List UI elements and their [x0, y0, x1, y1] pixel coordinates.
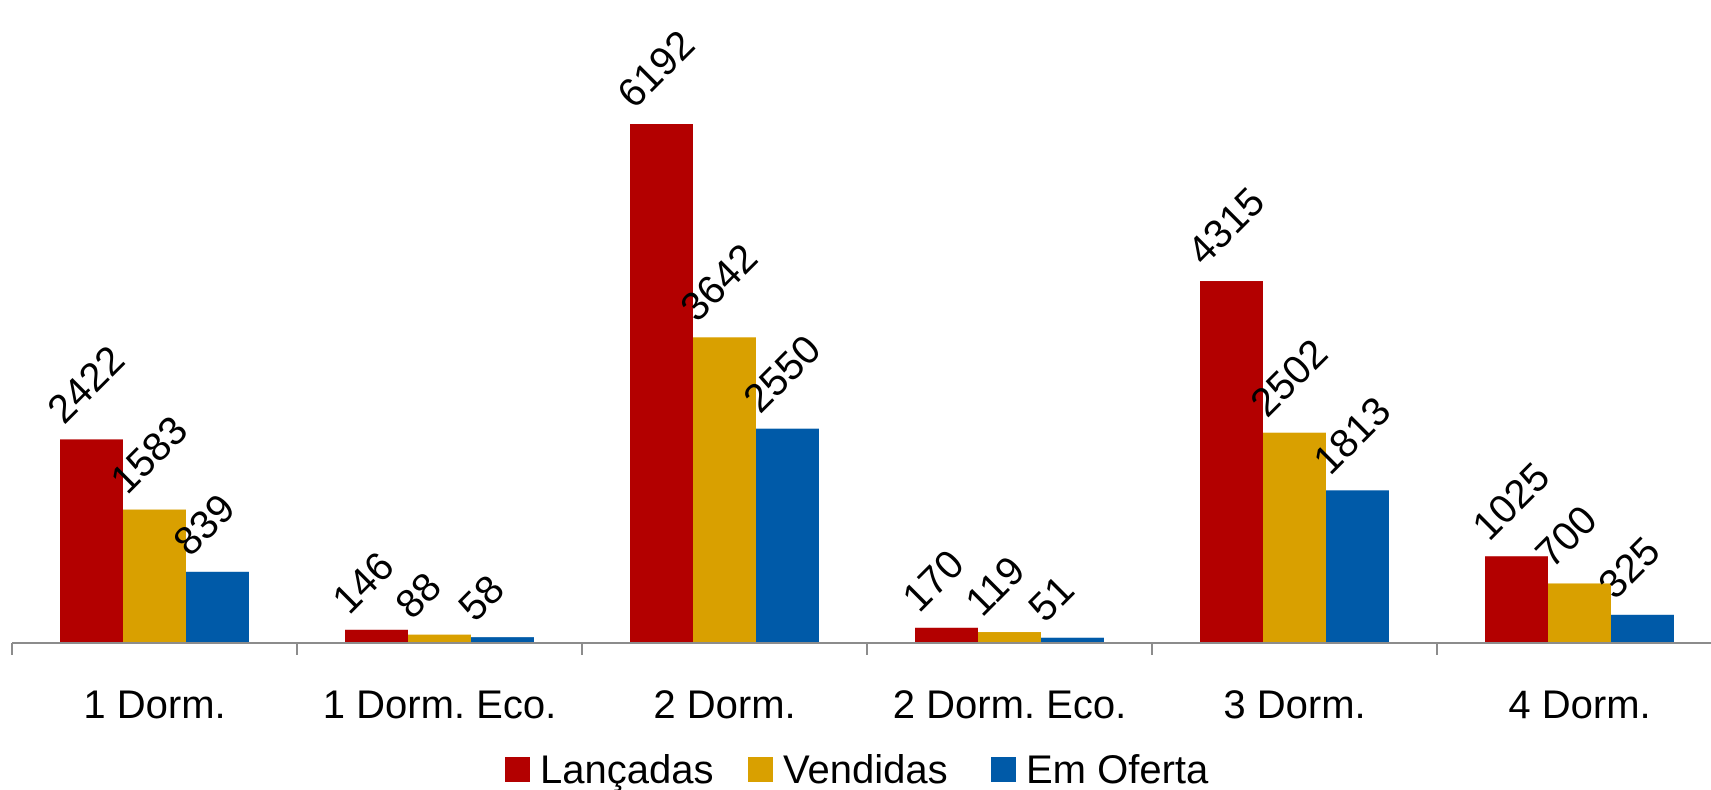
bar-2-dorm-eco-em-oferta [1041, 637, 1104, 642]
bar-2-dorm-eco-vendidas [978, 632, 1041, 642]
bar-2-dorm-vendidas [693, 337, 756, 642]
legend-swatch-em-oferta [991, 757, 1016, 782]
legend-swatch-lancadas [505, 757, 530, 782]
x-axis: 1 Dorm. 1 Dorm. Eco. 2 Dorm. 2 Dorm. Eco. 3 … [11, 642, 1711, 727]
data-label-1-dorm-lancadas: 2422 [39, 338, 133, 432]
bar-4-dorm-vendidas [1548, 583, 1611, 642]
bar-1-dorm-lancadas [60, 439, 123, 642]
bar-2-dorm-eco-lancadas [915, 627, 978, 642]
data-label-2-dorm-eco-lancadas: 170 [894, 542, 972, 620]
bar-3-dorm-em-oferta [1326, 490, 1389, 642]
data-label-1-dorm-eco-em-oferta: 58 [450, 567, 513, 630]
bar-2-dorm-lancadas [630, 124, 693, 642]
bar-1-dorm-eco-lancadas [345, 629, 408, 642]
data-label-2-dorm-eco-vendidas: 119 [957, 548, 1033, 624]
legend: Lançadas Vendidas Em Oferta [505, 748, 1209, 790]
bar-2-dorm-em-oferta [756, 428, 819, 642]
bars-group [60, 124, 1674, 642]
x-tick-label-2-dorm: 2 Dorm. [653, 683, 795, 727]
bar-4-dorm-em-oferta [1611, 614, 1674, 642]
x-tick-label-1-dorm: 1 Dorm. [83, 683, 225, 727]
x-tick-label-4-dorm: 4 Dorm. [1508, 683, 1650, 727]
bar-1-dorm-vendidas [123, 509, 186, 642]
data-label-1-dorm-eco-lancadas: 146 [324, 544, 402, 622]
x-tick-label-2-dorm-eco: 2 Dorm. Eco. [893, 683, 1126, 727]
bar-1-dorm-eco-em-oferta [471, 637, 534, 642]
data-label-3-dorm-lancadas: 4315 [1179, 179, 1273, 273]
legend-label-vendidas: Vendidas [783, 748, 948, 790]
x-tick-label-3-dorm: 3 Dorm. [1223, 683, 1365, 727]
x-tick-label-1-dorm-eco: 1 Dorm. Eco. [323, 683, 556, 727]
legend-swatch-vendidas [748, 757, 773, 782]
data-label-2-dorm-lancadas: 6192 [609, 22, 703, 116]
legend-label-lancadas: Lançadas [540, 748, 713, 790]
bar-3-dorm-vendidas [1263, 432, 1326, 642]
bar-1-dorm-eco-vendidas [408, 634, 471, 642]
legend-label-em-oferta: Em Oferta [1026, 748, 1209, 790]
bar-1-dorm-em-oferta [186, 571, 249, 642]
bar-3-dorm-lancadas [1200, 281, 1263, 642]
bar-4-dorm-lancadas [1485, 556, 1548, 642]
